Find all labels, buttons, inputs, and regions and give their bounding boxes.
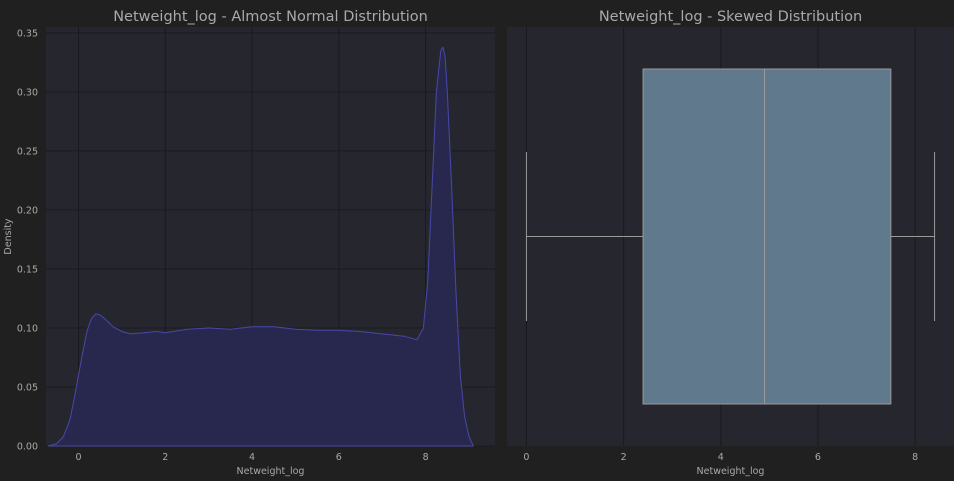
right-x-tick-label: 4 (718, 452, 724, 463)
left-y-axis-label: Density (3, 218, 14, 254)
right-chart-title: Netweight_log - Skewed Distribution (599, 9, 862, 25)
left-subplot: 0 2 4 6 8 0.00 0.05 0.10 0.15 0.20 0.25 0.30 0.35 N… (3, 9, 495, 477)
right-x-tick-label: 2 (621, 452, 627, 463)
left-x-tick-label: 8 (423, 452, 429, 463)
right-x-tick-label: 6 (815, 452, 821, 463)
left-x-tick-label: 0 (76, 452, 82, 463)
interquartile-box (642, 68, 892, 405)
left-x-ticks: 0 2 4 6 8 (76, 452, 429, 463)
left-y-ticks: 0.00 0.05 0.10 0.15 0.20 0.25 0.30 0.35 (17, 28, 38, 452)
left-grid (46, 27, 495, 447)
right-subplot: 0 2 4 6 8 Netweight_log - Skewed Distributio… (507, 9, 954, 477)
left-y-tick-label: 0.10 (17, 323, 38, 334)
left-x-tick-label: 4 (249, 452, 255, 463)
right-x-axis-label: Netweight_log (697, 466, 765, 477)
right-x-tick-label: 0 (523, 452, 529, 463)
left-y-tick-label: 0.05 (17, 382, 38, 393)
left-y-tick-label: 0.30 (17, 87, 38, 98)
box-plot (525, 68, 936, 405)
left-x-tick-label: 2 (162, 452, 168, 463)
left-x-axis-label: Netweight_log (237, 466, 305, 477)
left-y-tick-label: 0.15 (17, 264, 38, 275)
right-x-tick-label: 8 (912, 452, 918, 463)
left-y-tick-label: 0.20 (17, 205, 38, 216)
left-x-tick-label: 6 (336, 452, 342, 463)
right-x-ticks: 0 2 4 6 8 (523, 452, 918, 463)
left-y-tick-label: 0.25 (17, 146, 38, 157)
left-chart-title: Netweight_log - Almost Normal Distributi… (113, 9, 428, 25)
left-y-tick-label: 0.35 (17, 28, 38, 39)
left-y-tick-label: 0.00 (17, 442, 38, 453)
density-curve (47, 46, 474, 447)
